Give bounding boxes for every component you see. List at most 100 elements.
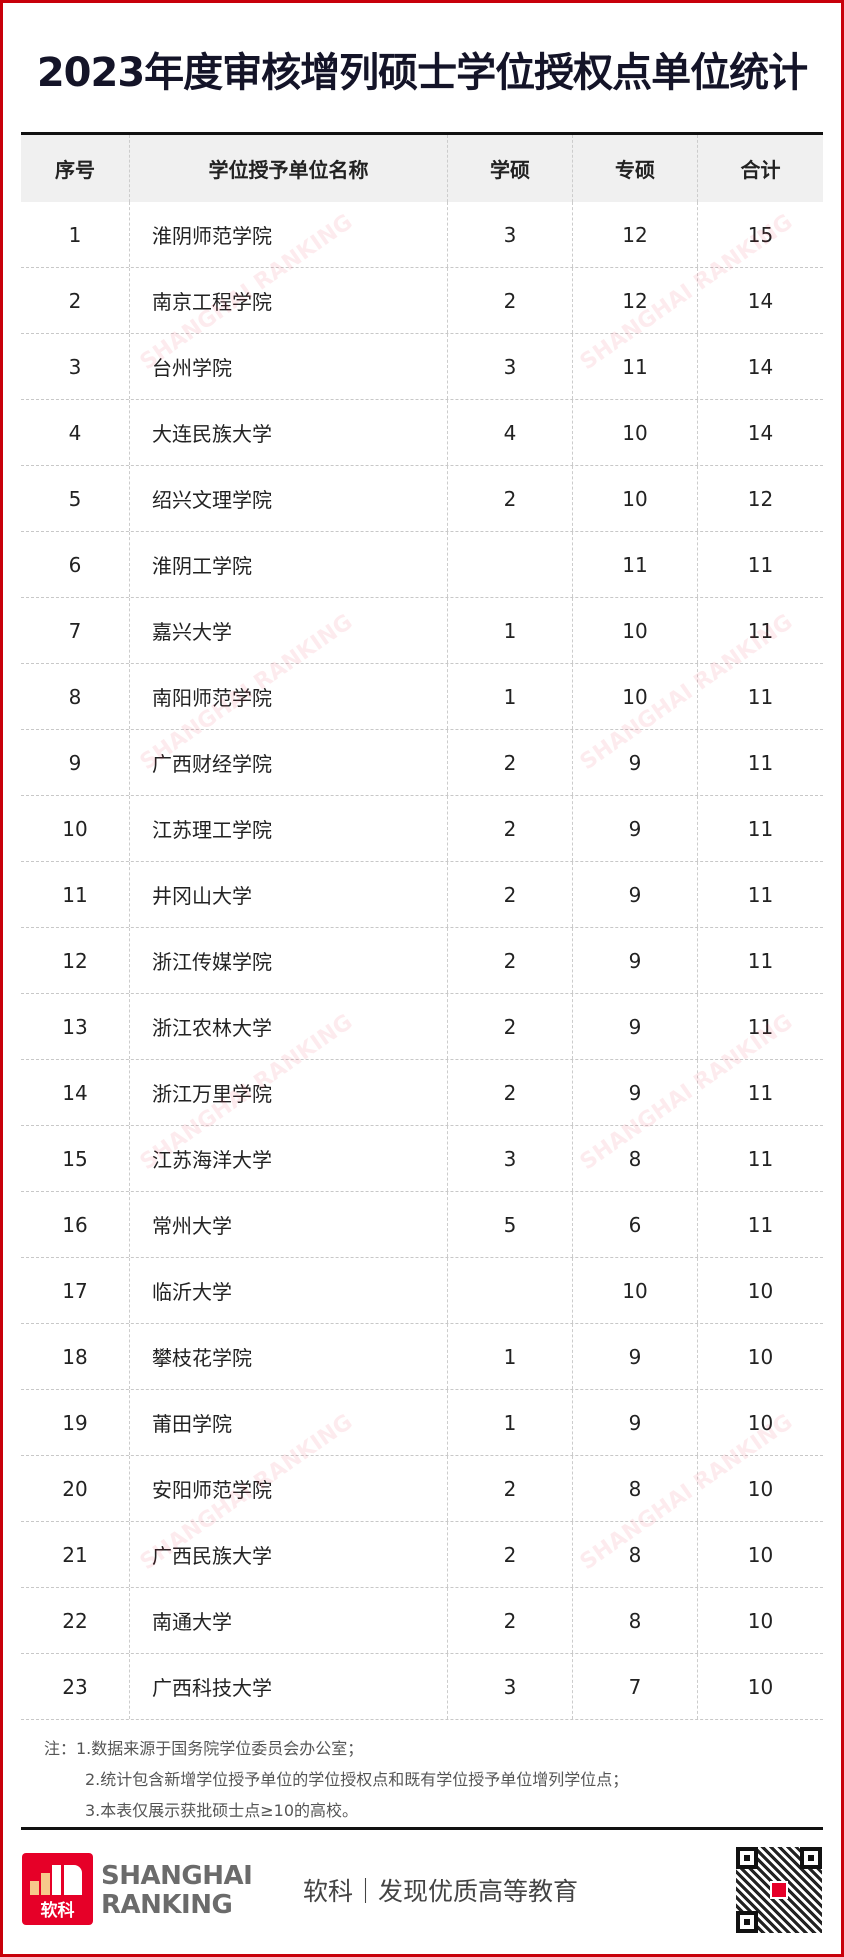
cell-name: 井冈山大学: [130, 862, 448, 927]
cell-total: 11: [747, 948, 774, 973]
cell-index: 5: [21, 466, 130, 531]
cell-index: 6: [21, 532, 130, 597]
cell-total: 11: [747, 750, 774, 775]
cell-total: 10: [747, 1476, 774, 1501]
cell-academic: 2: [448, 1456, 573, 1521]
cell-academic: [448, 532, 573, 597]
brand-name: SHANGHAI RANKING: [101, 1861, 253, 1920]
table-row: 5 绍兴文理学院 2 10 12: [21, 466, 823, 532]
cell-academic: 3: [448, 1126, 573, 1191]
cell-index: 11: [21, 862, 130, 927]
cell-professional: 10: [573, 400, 698, 465]
cell-professional: 10: [573, 664, 698, 729]
table-row: 11 井冈山大学 2 9 11: [21, 862, 823, 928]
note-1: 注：1.数据来源于国务院学位委员会办公室；: [44, 1739, 364, 1758]
logo-text: 软科: [40, 1901, 75, 1921]
table-row: 9 广西财经学院 2 9 11: [21, 730, 823, 796]
cell-academic: 2: [448, 1522, 573, 1587]
cell-total: 11: [747, 684, 774, 709]
notes: 注：1.数据来源于国务院学位委员会办公室； 2.统计包含新增学位授予单位的学位授…: [44, 1733, 628, 1826]
cell-index: 3: [21, 334, 130, 399]
cell-name: 莆田学院: [130, 1390, 448, 1455]
cell-total: 10: [747, 1344, 774, 1369]
cell-academic: [448, 1258, 573, 1323]
tagline: 软科｜发现优质高等教育: [303, 1877, 579, 1906]
cell-academic: 3: [448, 1654, 573, 1719]
header-index: 序号: [21, 135, 130, 202]
cell-index: 8: [21, 664, 130, 729]
table-row: 22 南通大学 2 8 10: [21, 1588, 823, 1654]
table-row: 15 江苏海洋大学 3 8 11: [21, 1126, 823, 1192]
table-row: 23 广西科技大学 3 7 10: [21, 1654, 823, 1720]
table-row: 13 浙江农林大学 2 9 11: [21, 994, 823, 1060]
cell-name: 嘉兴大学: [130, 598, 448, 663]
shanghai-ranking-logo: 软科: [22, 1853, 93, 1925]
cell-professional: 9: [573, 862, 698, 927]
cell-name: 浙江农林大学: [130, 994, 448, 1059]
header-professional: 专硕: [573, 135, 698, 202]
cell-professional: 8: [573, 1522, 698, 1587]
cell-name: 南通大学: [130, 1588, 448, 1653]
table-row: 19 莆田学院 1 9 10: [21, 1390, 823, 1456]
cell-name: 绍兴文理学院: [130, 466, 448, 531]
table-row: 17 临沂大学 10 10: [21, 1258, 823, 1324]
cell-index: 21: [21, 1522, 130, 1587]
cell-total: 11: [747, 1146, 774, 1171]
header-name: 学位授予单位名称: [130, 135, 448, 202]
cell-name: 广西财经学院: [130, 730, 448, 795]
cell-academic: 2: [448, 994, 573, 1059]
cell-academic: 2: [448, 796, 573, 861]
cell-index: 2: [21, 268, 130, 333]
cell-name: 广西民族大学: [130, 1522, 448, 1587]
cell-total: 10: [747, 1608, 774, 1633]
cell-total: 11: [747, 882, 774, 907]
cell-professional: 11: [573, 532, 698, 597]
cell-academic: 2: [448, 466, 573, 531]
cell-name: 南京工程学院: [130, 268, 448, 333]
cell-professional: 9: [573, 796, 698, 861]
cell-academic: 1: [448, 598, 573, 663]
cell-index: 14: [21, 1060, 130, 1125]
table-row: 21 广西民族大学 2 8 10: [21, 1522, 823, 1588]
cell-academic: 2: [448, 1060, 573, 1125]
brand-line-2: RANKING: [101, 1890, 233, 1920]
cell-professional: 10: [573, 466, 698, 531]
cell-total: 15: [747, 222, 774, 247]
brand-line-1: SHANGHAI: [101, 1861, 253, 1891]
cell-academic: 2: [448, 268, 573, 333]
cell-professional: 9: [573, 730, 698, 795]
cell-total: 11: [747, 552, 774, 577]
cell-professional: 12: [573, 202, 698, 267]
cell-professional: 8: [573, 1456, 698, 1521]
cell-name: 淮阴师范学院: [130, 202, 448, 267]
note-2: 2.统计包含新增学位授予单位的学位授权点和既有学位授予单位增列学位点；: [85, 1770, 629, 1789]
cell-name: 江苏理工学院: [130, 796, 448, 861]
cell-name: 淮阴工学院: [130, 532, 448, 597]
stats-table: 序号 学位授予单位名称 学硕 专硕 合计 1 淮阴师范学院 3 12 15 2 南京工程学院…: [21, 132, 823, 1720]
cell-professional: 8: [573, 1588, 698, 1653]
cell-professional: 10: [573, 598, 698, 663]
cell-professional: 7: [573, 1654, 698, 1719]
cell-name: 浙江传媒学院: [130, 928, 448, 993]
table-header: 序号 学位授予单位名称 学硕 专硕 合计: [21, 135, 823, 202]
table-row: 16 常州大学 5 6 11: [21, 1192, 823, 1258]
cell-professional: 6: [573, 1192, 698, 1257]
cell-total: 14: [747, 420, 774, 445]
table-row: 14 浙江万里学院 2 9 11: [21, 1060, 823, 1126]
cell-professional: 9: [573, 928, 698, 993]
footer-divider: [21, 1827, 823, 1830]
cell-total: 12: [747, 486, 774, 511]
cell-name: 江苏海洋大学: [130, 1126, 448, 1191]
cell-name: 常州大学: [130, 1192, 448, 1257]
cell-index: 1: [21, 202, 130, 267]
table-row: 2 南京工程学院 2 12 14: [21, 268, 823, 334]
header-total: 合计: [740, 158, 781, 182]
cell-academic: 5: [448, 1192, 573, 1257]
cell-professional: 10: [573, 1258, 698, 1323]
cell-total: 10: [747, 1410, 774, 1435]
cell-academic: 2: [448, 862, 573, 927]
cell-index: 19: [21, 1390, 130, 1455]
table-row: 3 台州学院 3 11 14: [21, 334, 823, 400]
table-row: 18 攀枝花学院 1 9 10: [21, 1324, 823, 1390]
cell-name: 大连民族大学: [130, 400, 448, 465]
